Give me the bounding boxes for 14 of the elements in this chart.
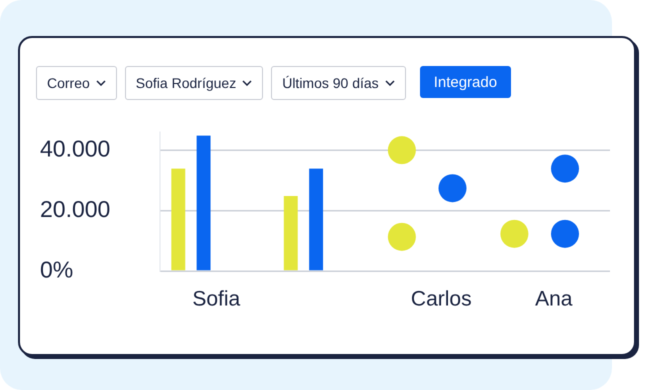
text: Últimos 90 días: [282, 75, 379, 91]
bar: [196, 136, 211, 270]
bar: [309, 168, 324, 270]
text: Integrado: [420, 66, 512, 98]
text: Correo: [47, 75, 90, 91]
y-tick-label: 0%: [40, 256, 74, 282]
text: Sofia Rodríguez: [136, 75, 236, 91]
x-tick-label: Ana: [535, 287, 573, 310]
y-tick-label: 40.000: [40, 135, 110, 162]
bar: [284, 196, 298, 270]
bar: [171, 168, 186, 270]
y-tick-label: 20.000: [40, 196, 110, 222]
x-tick-label: Sofia: [192, 287, 240, 310]
x-tick-label: Carlos: [410, 287, 472, 310]
